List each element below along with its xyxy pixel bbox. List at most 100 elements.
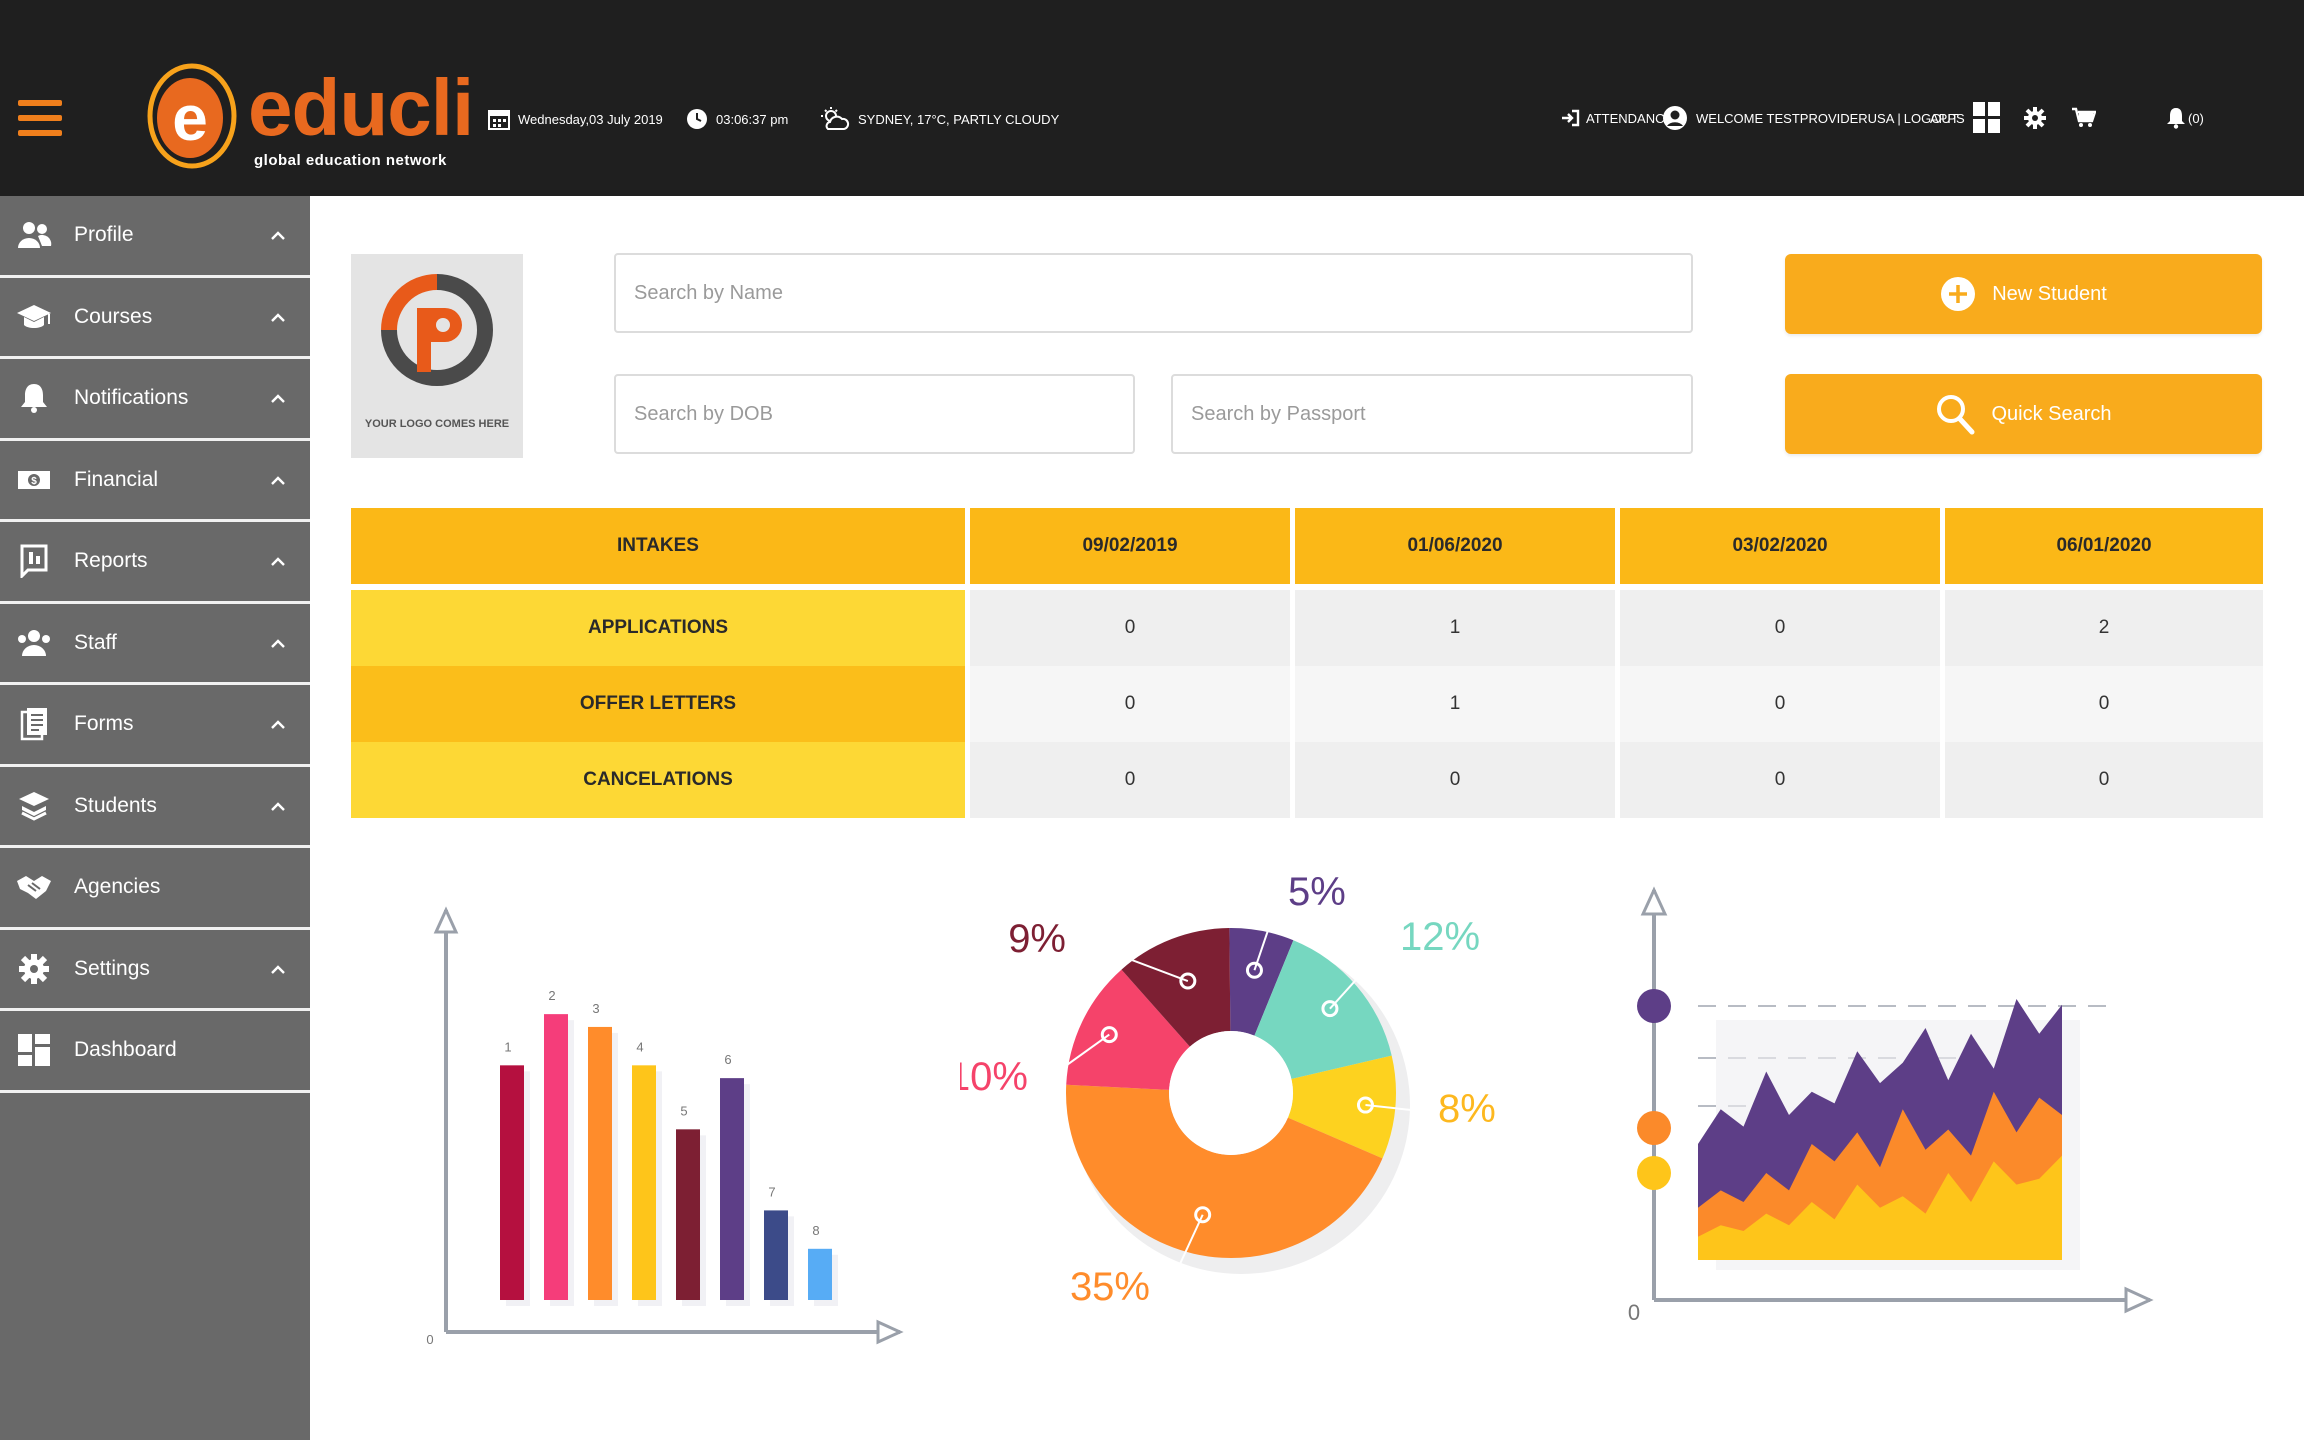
slice-marker: [1245, 961, 1263, 979]
sidebar-item-agencies[interactable]: Agencies: [0, 848, 310, 930]
date-text: Wednesday,03 July 2019: [518, 111, 663, 127]
chevron-up-icon[interactable]: [270, 957, 286, 981]
bar: [764, 1210, 788, 1300]
table-header-intakes: INTAKES: [351, 508, 965, 584]
search-by-passport-input[interactable]: [1171, 374, 1693, 454]
sidebar-item-staff[interactable]: Staff: [0, 604, 310, 685]
sign-in-icon: [1562, 109, 1580, 127]
sidebar-item-label: Settings: [74, 956, 150, 980]
chevron-up-icon[interactable]: [270, 305, 286, 329]
hamburger-menu-icon[interactable]: [18, 100, 62, 136]
sidebar-item-label: Dashboard: [74, 1038, 177, 1062]
sidebar-item-label: Profile: [74, 223, 134, 247]
partly-cloudy-icon: [820, 107, 850, 131]
bar-label: 8: [812, 1223, 819, 1238]
apps-label: APPS: [1930, 110, 1965, 126]
new-student-label: New Student: [1992, 282, 2107, 305]
logo-swirl-icon: e: [147, 63, 237, 169]
calendar-icon: [488, 108, 510, 130]
donut-hole: [1169, 1031, 1293, 1155]
placeholder-logo-icon: [381, 274, 493, 386]
table-cell: 0: [1945, 666, 2263, 742]
slice-marker: [1179, 972, 1197, 990]
origin-label: 0: [426, 1332, 433, 1347]
notifications-button[interactable]: (0): [2166, 100, 2204, 136]
sidebar-item-students[interactable]: Students: [0, 767, 310, 848]
table-row-label: CANCELATIONS: [351, 742, 965, 818]
sidebar-item-financial[interactable]: $ Financial: [0, 441, 310, 522]
clock-icon: [686, 108, 708, 130]
sidebar-item-dashboard[interactable]: Dashboard: [0, 1011, 310, 1093]
sidebar-item-courses[interactable]: Courses: [0, 278, 310, 359]
sidebar-item-label: Notifications: [74, 386, 189, 410]
logout-link[interactable]: LOGOUT: [1903, 110, 1959, 126]
sidebar-item-settings[interactable]: Settings: [0, 930, 310, 1011]
table-cell: 2: [1945, 590, 2263, 666]
slice-leader-line: [1329, 939, 1393, 1010]
forms-icon: [16, 706, 52, 742]
slice-marker: [1194, 1206, 1212, 1224]
sidebar-item-label: Staff: [74, 630, 117, 654]
donut-slice: [1066, 1084, 1383, 1258]
report-icon: [16, 543, 52, 579]
donut-slice: [1121, 928, 1231, 1047]
apps-grid-icon: [1972, 102, 2000, 133]
search-by-name-input[interactable]: [614, 253, 1693, 333]
gear-icon: [16, 951, 52, 987]
cart-button[interactable]: [2072, 100, 2096, 136]
bar: [720, 1078, 744, 1300]
apps-menu[interactable]: APPS: [1930, 100, 2001, 136]
sidebar-item-label: Forms: [74, 712, 134, 736]
time-display: 03:06:37 pm: [686, 104, 788, 134]
institution-logo-placeholder[interactable]: YOUR LOGO COMES HERE: [351, 254, 523, 458]
table-header-date[interactable]: 09/02/2019: [970, 508, 1290, 584]
sidebar-item-forms[interactable]: Forms: [0, 685, 310, 767]
chevron-up-icon[interactable]: [270, 386, 286, 410]
bar: [588, 1026, 612, 1300]
slice-marker: [1321, 1000, 1339, 1018]
sidebar-item-profile[interactable]: Profile: [0, 196, 310, 278]
table-header-date[interactable]: 03/02/2020: [1620, 508, 1940, 584]
weather-display: SYDNEY, 17°C, PARTLY CLOUDY: [820, 104, 1059, 134]
table-header-date[interactable]: 06/01/2020: [1945, 508, 2263, 584]
bar-label: 7: [768, 1184, 775, 1199]
bar-label: 1: [504, 1039, 511, 1054]
slice-marker: [1100, 1026, 1118, 1044]
chevron-up-icon[interactable]: [270, 631, 286, 655]
chevron-up-icon[interactable]: [270, 223, 286, 247]
separator: |: [1897, 110, 1901, 126]
donut-slice: [1229, 928, 1294, 1036]
y-axis-marker: [1637, 1156, 1671, 1190]
sidebar-item-label: Agencies: [74, 875, 161, 899]
new-student-button[interactable]: New Student: [1785, 254, 2262, 334]
svg-text:e: e: [172, 82, 208, 154]
settings-button[interactable]: [2024, 100, 2046, 136]
chevron-up-icon[interactable]: [270, 549, 286, 573]
chevron-up-icon[interactable]: [270, 794, 286, 818]
students-icon: [16, 788, 52, 824]
attendance-link[interactable]: ATTENDANCE: [1560, 100, 1673, 136]
sidebar-item-notifications[interactable]: Notifications: [0, 359, 310, 441]
table-row-label: OFFER LETTERS: [351, 666, 965, 742]
welcome-text: WELCOME TESTPROVIDERUSA: [1696, 110, 1895, 126]
quick-search-button[interactable]: Quick Search: [1785, 374, 2262, 454]
search-by-dob-input[interactable]: [614, 374, 1135, 454]
sidebar-item-label: Courses: [74, 304, 153, 328]
donut-slice: [1066, 969, 1190, 1090]
chevron-up-icon[interactable]: [270, 468, 286, 492]
table-header-date[interactable]: 01/06/2020: [1295, 508, 1615, 584]
educli-logo[interactable]: e educli global education network: [142, 60, 474, 180]
sidebar-item-reports[interactable]: Reports: [0, 522, 310, 604]
sidebar-item-label: Students: [74, 793, 157, 817]
slice-leader-line: [1083, 941, 1189, 982]
slice-leader-line: [1045, 1033, 1110, 1081]
logo-placeholder-text: YOUR LOGO COMES HERE: [364, 418, 510, 430]
chevron-up-icon[interactable]: [270, 712, 286, 736]
table-cell: 0: [1620, 590, 1940, 666]
graduation-cap-icon: [16, 299, 52, 335]
bar-label: 6: [724, 1052, 731, 1067]
user-menu[interactable]: WELCOME TESTPROVIDERUSA | LOGOUT: [1662, 100, 1959, 136]
time-text: 03:06:37 pm: [716, 111, 789, 127]
slice-label: 5%: [1288, 870, 1346, 914]
user-avatar-icon: [1663, 106, 1687, 130]
